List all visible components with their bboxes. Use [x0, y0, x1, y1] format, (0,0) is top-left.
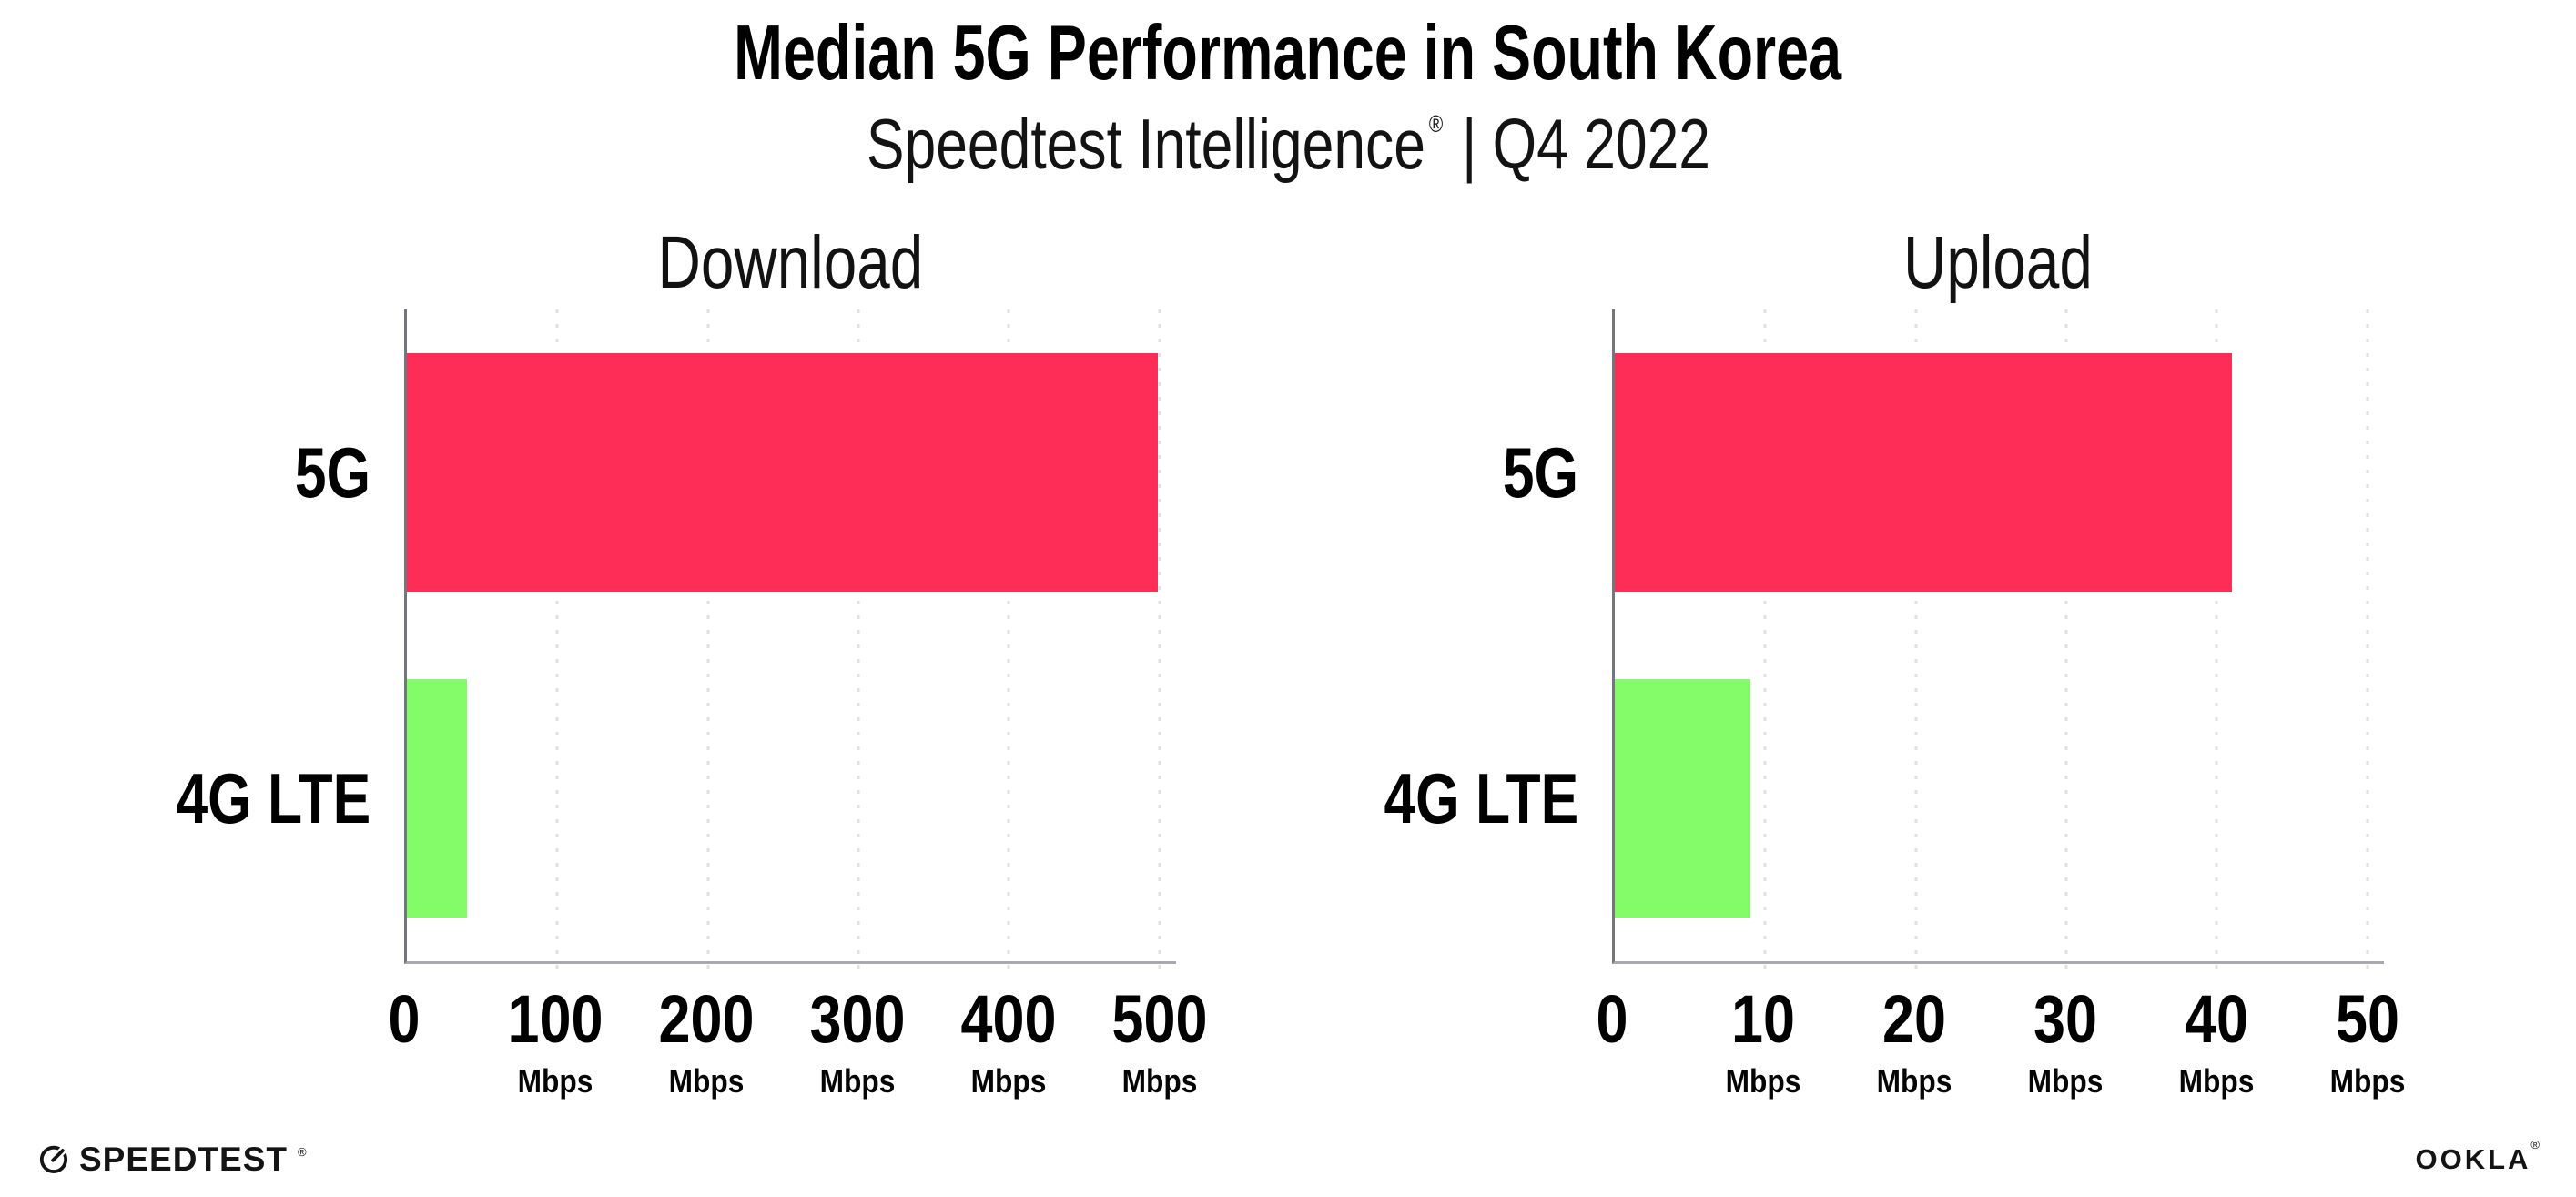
x-tick-value: 0	[388, 981, 421, 1057]
x-tick-50: 50 Mbps	[2325, 964, 2410, 1098]
x-tick-value: 300	[809, 981, 906, 1057]
y-label-5g: 5G	[294, 432, 370, 512]
y-label-5g: 5G	[1502, 432, 1578, 512]
x-tick-unit: Mbps	[2178, 1062, 2255, 1100]
gridline	[2064, 309, 2068, 976]
bar-4g-lte	[1615, 679, 1750, 918]
chart-title-text: Download	[657, 221, 923, 304]
x-tick-value: 100	[507, 981, 603, 1057]
x-tick-value: 500	[1111, 981, 1208, 1057]
x-tick-0: 0	[1593, 964, 1630, 1053]
x-tick-value: 200	[658, 981, 755, 1057]
x-tick-unit: Mbps	[970, 1062, 1047, 1100]
gridline	[2366, 309, 2369, 976]
registered-trademark-icon: ®	[1428, 110, 1443, 137]
ookla-logo: OOKLA®	[2415, 1138, 2540, 1175]
x-tick-unit: Mbps	[1121, 1062, 1198, 1100]
x-tick-300: 300 Mbps	[801, 964, 913, 1098]
x-tick-200: 200 Mbps	[650, 964, 762, 1098]
x-tick-unit: Mbps	[2027, 1062, 2104, 1100]
bar-5g	[1615, 353, 2232, 592]
gridline	[1007, 309, 1010, 976]
gridline	[1914, 309, 1918, 976]
upload-chart: Upload 5G 4G LTE 0 10 Mbps 20 Mbps 30 Mbps 40 Mbp…	[1371, 218, 2406, 1110]
x-tick-unit: Mbps	[517, 1062, 593, 1100]
x-tick-100: 100 Mbps	[499, 964, 611, 1098]
subtitle-period: | Q4 2022	[1461, 104, 1710, 184]
x-tick-value: 0	[1596, 981, 1628, 1057]
x-tick-value: 400	[960, 981, 1057, 1057]
gridline	[1763, 309, 1767, 976]
x-tick-value: 40	[2184, 981, 2248, 1057]
footer: SPEEDTEST ® OOKLA®	[38, 1137, 2540, 1181]
y-label-4g-lte: 4G LTE	[1384, 758, 1578, 838]
download-chart: Download 5G 4G LTE 0 100 Mbps 200 Mbps 300 Mbps…	[163, 218, 1208, 1110]
x-tick-unit: Mbps	[668, 1062, 745, 1100]
x-tick-value: 20	[1881, 981, 1946, 1057]
x-tick-10: 10 Mbps	[1720, 964, 1806, 1098]
page-subtitle: Speedtest Intelligence ® | Q4 2022	[0, 108, 2576, 179]
y-label-4g-lte: 4G LTE	[176, 758, 370, 838]
speedtest-trademark-icon: ®	[298, 1144, 307, 1159]
chart-title: Upload	[1612, 218, 2384, 309]
x-tick-20: 20 Mbps	[1871, 964, 1957, 1098]
ookla-trademark-icon: ®	[2530, 1137, 2540, 1151]
ookla-wordmark: OOKLA	[2415, 1142, 2531, 1175]
gridline	[555, 309, 559, 976]
gridline	[857, 309, 860, 976]
header: Median 5G Performance in South Korea Spe…	[0, 0, 2576, 179]
gridline	[1158, 309, 1161, 976]
x-tick-40: 40 Mbps	[2174, 964, 2259, 1098]
x-tick-value: 10	[1730, 981, 1795, 1057]
x-tick-unit: Mbps	[1725, 1062, 1801, 1100]
page-subtitle-text: Speedtest Intelligence ® | Q4 2022	[866, 108, 1709, 179]
x-axis: 0 10 Mbps 20 Mbps 30 Mbps 40 Mbps 50 Mbps	[1597, 964, 2406, 1110]
bar-4g-lte	[407, 679, 468, 918]
x-axis: 0 100 Mbps 200 Mbps 300 Mbps 400 Mbps 500 Mbps	[389, 964, 1208, 1110]
chart-title-text: Upload	[1903, 221, 2093, 304]
x-tick-value: 50	[2335, 981, 2399, 1057]
speedtest-wordmark: SPEEDTEST	[79, 1140, 288, 1178]
x-tick-500: 500 Mbps	[1103, 964, 1215, 1098]
x-tick-unit: Mbps	[819, 1062, 896, 1100]
x-tick-unit: Mbps	[1876, 1062, 1952, 1100]
x-tick-unit: Mbps	[2329, 1062, 2406, 1100]
gridline	[706, 309, 710, 976]
subtitle-brand: Speedtest Intelligence	[866, 104, 1425, 184]
speedtest-logo: SPEEDTEST ®	[38, 1142, 307, 1176]
page-title-text: Median 5G Performance in South Korea	[734, 10, 1842, 96]
speedtest-gauge-icon	[39, 1145, 68, 1173]
x-tick-0: 0	[385, 964, 422, 1053]
chart-title: Download	[404, 218, 1176, 309]
x-tick-400: 400 Mbps	[952, 964, 1064, 1098]
page-title: Median 5G Performance in South Korea	[0, 15, 2576, 92]
plot-area: 5G 4G LTE	[176, 309, 1176, 976]
bar-5g	[407, 353, 1159, 592]
x-tick-30: 30 Mbps	[2023, 964, 2108, 1098]
plot-area: 5G 4G LTE	[1384, 309, 2384, 976]
gridline	[2215, 309, 2218, 976]
x-tick-value: 30	[2033, 981, 2097, 1057]
